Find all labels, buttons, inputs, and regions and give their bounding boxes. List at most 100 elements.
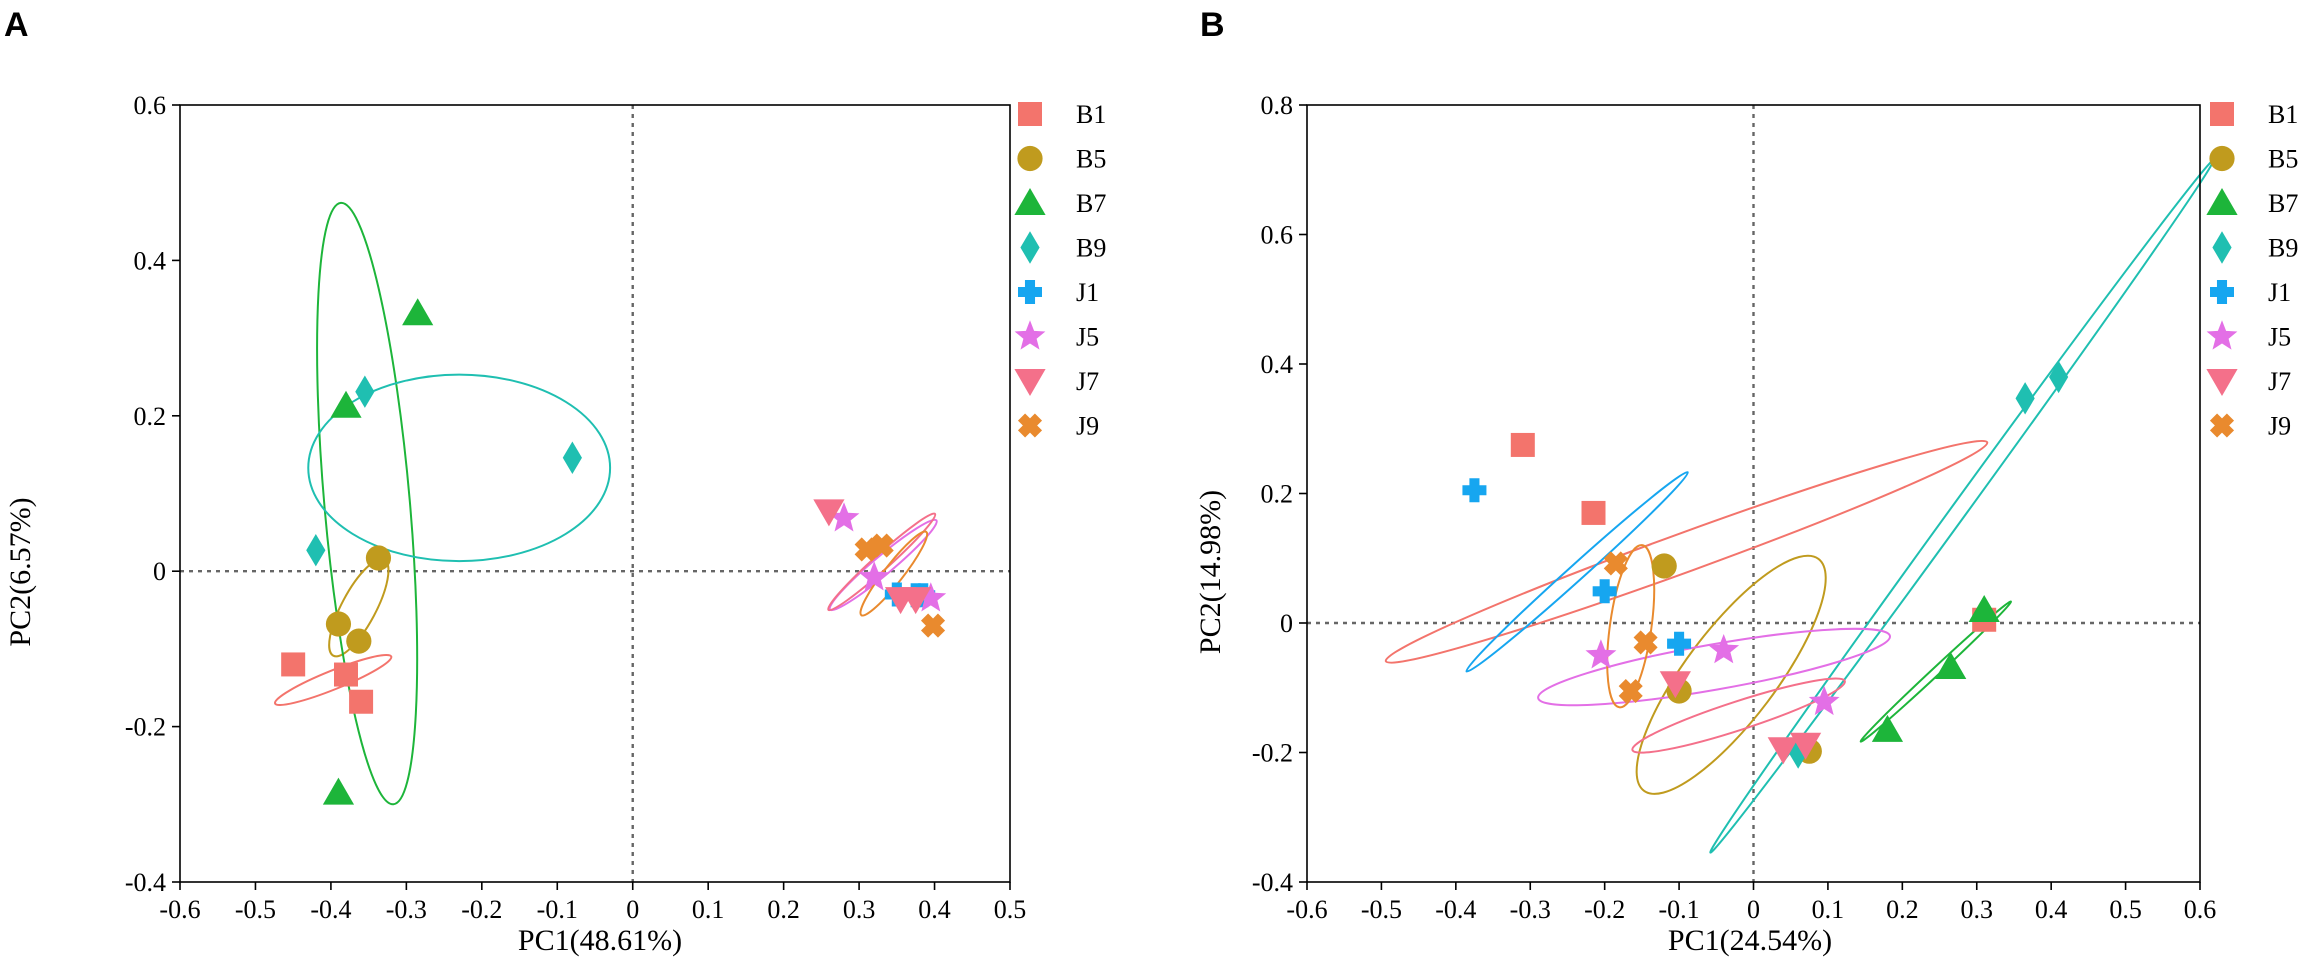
confidence-ellipse-j7 [1631,677,1846,754]
point-j7 [1659,671,1691,699]
legend-label-j9: J9 [2268,412,2291,441]
point-j5 [1808,685,1840,716]
point-j5 [858,561,890,591]
panel-letter-b: B [1200,6,1225,44]
legend-label-b1: B1 [1076,100,1106,129]
point-b5 [325,611,352,637]
x-axis-label-b: PC1(24.54%) [1668,924,1832,957]
y-tick-label: 0.6 [134,91,167,120]
legend-marker-j1 [2210,280,2234,304]
point-b7 [1871,714,1904,742]
legend-marker-j5 [2206,320,2238,350]
y-tick-label: 0.4 [1261,350,1294,379]
x-tick-label: 0 [626,895,639,924]
legend-label-j1: J1 [1076,278,1099,307]
x-tick-label: 0.2 [1886,895,1919,924]
y-tick-label: 0 [1280,609,1293,638]
confidence-ellipse-j9 [859,530,929,617]
point-j1 [1592,579,1617,604]
x-tick-label: -0.5 [1361,895,1402,924]
plot-frame [179,104,1011,883]
legend-label-j7: J7 [2268,367,2291,396]
point-j9 [920,613,946,638]
legend-marker-b1 [2210,102,2234,126]
legend-marker-b1 [1018,102,1042,126]
legend-label-j9: J9 [1076,412,1099,441]
point-b9 [2015,382,2035,415]
point-j9 [1633,630,1658,655]
x-tick-label: 0.1 [1812,895,1845,924]
point-b9 [306,534,326,567]
point-b5 [1651,553,1677,579]
legend-marker-b5 [2209,145,2235,172]
legend-marker-b7 [2206,188,2238,215]
point-j9 [854,537,879,562]
confidence-ellipse-j1 [1465,471,1689,673]
point-j9 [1603,551,1628,576]
y-axis-label-b: PC2(14.98%) [1194,490,1227,654]
point-j5 [1585,639,1617,669]
point-b1 [334,662,358,687]
point-b5 [346,628,372,654]
panel-letter-a: A [4,6,29,44]
confidence-ellipse-b1 [1384,439,1989,664]
legend-marker-j1 [1018,280,1042,304]
y-tick-label: -0.2 [125,713,166,742]
confidence-ellipse-b5 [1635,554,1827,795]
x-tick-label: -0.4 [1435,895,1476,924]
x-tick-label: 0.6 [2184,895,2217,924]
legend-marker-b7 [1014,188,1046,215]
confidence-ellipse-j5 [1537,627,1891,707]
y-tick-label: 0.6 [1261,221,1294,250]
x-tick-label: -0.2 [461,895,502,924]
point-j1 [1462,478,1487,503]
x-tick-label: -0.1 [1658,895,1699,924]
legend-marker-j5 [1014,320,1046,350]
legend-label-b7: B7 [2268,189,2298,218]
legend-label-b9: B9 [2268,234,2298,263]
x-tick-label: -0.6 [159,895,200,924]
point-j7 [1789,732,1822,760]
y-tick-label: 0 [153,557,166,586]
legend-marker-j9 [2209,413,2235,438]
x-tick-label: 0.3 [843,895,876,924]
legend-label-j5: J5 [1076,323,1099,352]
point-j7 [900,587,932,615]
x-tick-label: -0.6 [1286,895,1327,924]
legend-label-b5: B5 [2268,145,2298,174]
point-j7 [1767,737,1799,765]
point-b1 [349,689,374,714]
legend-marker-j9 [1017,413,1043,438]
point-j5 [915,582,947,612]
y-axis-label-a: PC2(6.57%) [4,497,37,646]
point-j7 [813,499,845,527]
point-j1 [1667,631,1692,656]
legend-label-b9: B9 [1076,234,1106,263]
legend-marker-b5 [1017,145,1043,172]
x-tick-label: -0.3 [386,895,427,924]
y-tick-label: -0.4 [1252,868,1293,897]
y-tick-label: -0.2 [1252,739,1293,768]
point-b7 [322,777,355,805]
panel-b: B PC1(24.54%) PC2(14.98%) -0.6 -0.5 -0.4 -0… [1194,6,2298,957]
x-tick-label: 0.3 [1961,895,1994,924]
confidence-ellipse-b1 [274,653,393,706]
x-axis-label-a: PC1(48.61%) [518,924,682,957]
legend-label-j1: J1 [2268,278,2291,307]
point-j5 [1708,634,1740,664]
x-tick-label: -0.5 [235,895,276,924]
confidence-ellipse-j9 [1606,544,1656,709]
point-j5 [828,502,860,532]
point-b7 [402,298,434,326]
x-tick-label: -0.2 [1584,895,1625,924]
legend-label-j7: J7 [1076,367,1099,396]
x-tick-label: 0.5 [2109,895,2142,924]
x-tick-label: -0.4 [310,895,351,924]
confidence-ellipse-b9 [307,373,612,563]
x-tick-label: -0.3 [1510,895,1551,924]
x-tick-label: 0.4 [918,895,951,924]
point-b1 [281,652,306,677]
panel-a: A PC1(48.61%) PC2(6.57%) -0.6 -0.5 -0.4 -0.… [4,6,1106,957]
point-b9 [562,441,582,474]
